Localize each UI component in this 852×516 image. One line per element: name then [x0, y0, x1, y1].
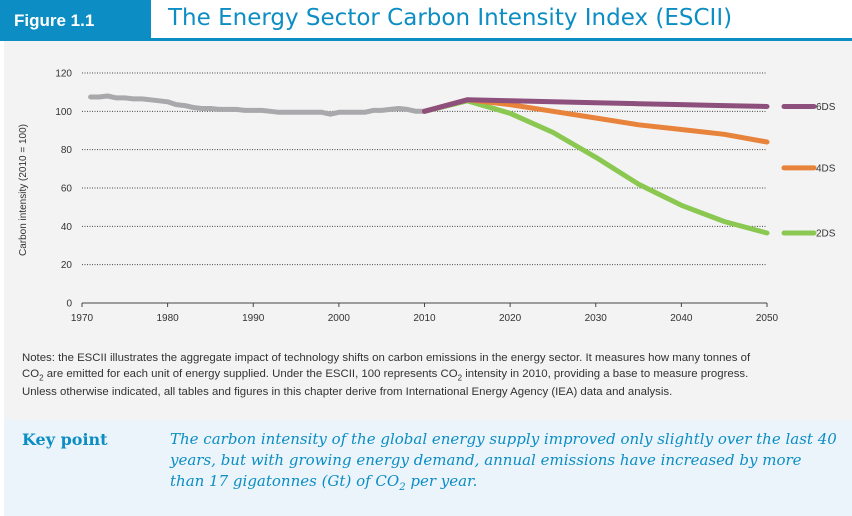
- legend-label-6DS: 6DS: [816, 102, 836, 113]
- y-tick-label: 0: [66, 299, 72, 310]
- legend: 6DS 4DS 2DS: [781, 102, 836, 240]
- x-tick-label: 2040: [670, 313, 693, 324]
- legend-label-2DS: 2DS: [816, 229, 836, 240]
- header-rule: [151, 38, 852, 41]
- x-tick-label: 2000: [328, 313, 351, 324]
- series-line-historical: [88, 93, 427, 117]
- x-tick-label: 2020: [499, 313, 522, 324]
- x-tick-label: 1980: [157, 313, 180, 324]
- figure-label: Figure 1.1: [0, 0, 151, 41]
- y-tick-label: 80: [61, 145, 73, 156]
- notes-line-3: Unless otherwise indicated, all tables a…: [22, 386, 673, 399]
- series-line-6DS: [422, 97, 770, 114]
- y-tick-label: 120: [55, 69, 72, 80]
- notes-line-2-text: are emitted for each unit of energy supp…: [43, 367, 458, 380]
- x-tick-label: 2010: [413, 313, 436, 324]
- y-tick-label: 40: [61, 222, 73, 233]
- y-axis-label: Carbon intensity (2010 = 100): [18, 124, 29, 256]
- y-tick-label: 60: [61, 184, 73, 195]
- notes-line-2-end: intensity in 2010, providing a base to m…: [462, 367, 749, 380]
- key-point-label: Key point: [22, 430, 108, 449]
- figure-title: The Energy Sector Carbon Intensity Index…: [168, 5, 733, 31]
- x-tick-label: 2050: [756, 313, 779, 324]
- notes-co2-sub: 2: [39, 372, 44, 382]
- series-line-2DS: [422, 98, 770, 236]
- series-group: [88, 93, 770, 236]
- key-point-body: The carbon intensity of the global energ…: [170, 430, 837, 490]
- notes-line-2: CO2 are emitted for each unit of energy …: [22, 367, 840, 386]
- notes-line-1: Notes: the ESCII illustrates the aggrega…: [22, 352, 751, 364]
- y-tick-label: 20: [61, 260, 73, 271]
- key-point-end: per year.: [405, 472, 478, 490]
- notes-co2: CO: [22, 367, 40, 380]
- key-point-co2-sub: 2: [399, 482, 406, 493]
- key-point-box: Key point The carbon intensity of the gl…: [4, 420, 852, 516]
- x-tick-label: 2030: [585, 313, 608, 324]
- x-tick-label: 1990: [242, 313, 265, 324]
- y-tick-label: 100: [55, 107, 72, 118]
- chart-notes: Notes: the ESCII illustrates the aggrega…: [22, 351, 840, 401]
- key-point-text: The carbon intensity of the global energ…: [170, 429, 840, 498]
- notes-co2-sub-2: 2: [457, 372, 463, 382]
- figure-header: Figure 1.1 The Energy Sector Carbon Inte…: [0, 0, 852, 41]
- x-tick-label: 1970: [71, 313, 94, 324]
- legend-label-4DS: 4DS: [816, 163, 836, 174]
